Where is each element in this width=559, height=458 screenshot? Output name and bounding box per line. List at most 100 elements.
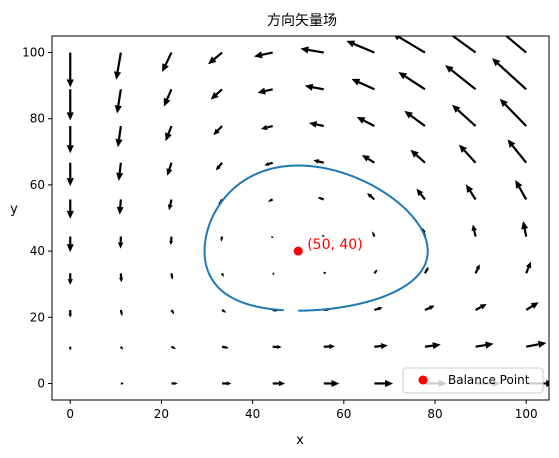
vector-arrow: [424, 266, 429, 274]
y-tick-label: 60: [30, 178, 45, 192]
vector-arrow: [220, 236, 224, 242]
vector-arrow: [351, 78, 375, 91]
vector-arrow: [260, 124, 273, 131]
vector-arrow: [309, 121, 324, 128]
trajectory-line: [203, 164, 429, 312]
vector-arrow: [398, 71, 426, 91]
vector-arrow: [317, 197, 325, 201]
vector-arrow: [272, 344, 282, 349]
vector-arrow: [114, 89, 122, 114]
vector-arrow: [163, 88, 173, 107]
vector-arrow: [119, 309, 123, 317]
vector-arrow: [69, 346, 72, 351]
vector-arrow: [68, 309, 72, 318]
y-axis-label: y: [10, 202, 18, 217]
y-axis-ticks: 0 20 40 60 80 100: [22, 46, 52, 390]
vector-arrow: [66, 199, 74, 219]
vector-arrow: [499, 98, 527, 127]
vector-arrow: [267, 198, 274, 202]
vector-arrow: [170, 273, 174, 280]
vector-arrow: [170, 309, 175, 315]
vector-arrow: [254, 51, 273, 59]
vector-arrow: [451, 36, 477, 54]
plot-area: (50, 40): [66, 36, 549, 388]
vector-arrow: [66, 52, 74, 88]
vector-arrow: [171, 382, 178, 385]
x-tick-label: 80: [427, 407, 442, 421]
vector-arrow: [356, 116, 375, 127]
vector-arrow: [367, 192, 376, 201]
vector-arrow: [374, 343, 388, 350]
legend-marker-balance-point: [418, 375, 428, 385]
vector-arrow: [445, 65, 477, 91]
balance-point-marker: [293, 246, 303, 256]
vector-arrow: [210, 88, 223, 100]
x-axis-label: x: [296, 433, 304, 448]
vector-arrow: [222, 381, 232, 386]
vector-arrow: [313, 159, 325, 164]
vector-arrow: [491, 58, 527, 91]
x-tick-label: 60: [336, 407, 351, 421]
vector-arrow: [374, 379, 394, 388]
vector-arrow: [374, 306, 383, 312]
y-tick-label: 80: [30, 112, 45, 126]
vector-arrow: [471, 224, 477, 237]
vector-arrow: [504, 36, 527, 54]
x-axis-ticks: 0 20 40 60 80 100: [66, 400, 538, 421]
vector-arrow: [120, 382, 124, 385]
vector-arrow: [346, 40, 375, 54]
vector-arrow: [162, 52, 173, 73]
y-tick-label: 20: [30, 310, 45, 324]
vector-arrow: [221, 309, 227, 313]
vector-arrow: [264, 161, 274, 166]
vector-arrow: [465, 184, 477, 201]
chart-title: 方向矢量场: [267, 13, 337, 29]
y-tick-label: 0: [37, 376, 45, 390]
vector-arrow: [67, 273, 73, 285]
vector-arrow: [323, 271, 327, 275]
vector-arrow: [271, 235, 274, 239]
vector-arrow: [119, 273, 124, 283]
x-tick-label: 40: [245, 407, 260, 421]
vector-arrow: [119, 346, 124, 350]
axes-frame: [51, 35, 550, 401]
vector-arrow: [475, 341, 494, 349]
x-tick-label: 20: [154, 407, 169, 421]
vector-arrow: [166, 162, 173, 176]
vector-arrow: [525, 261, 532, 274]
vector-arrow: [66, 126, 74, 154]
vector-arrow: [272, 380, 286, 387]
vector-arrow: [300, 46, 324, 54]
vector-arrow: [170, 345, 176, 349]
vector-arrow: [304, 83, 324, 91]
vector-arrow: [257, 87, 273, 95]
x-tick-label: 100: [515, 407, 538, 421]
vector-arrow: [394, 36, 426, 54]
vector-arrow: [323, 343, 336, 350]
legend-label-balance-point: Balance Point: [448, 373, 530, 387]
vector-arrow: [507, 139, 528, 164]
vector-arrow: [116, 162, 124, 181]
vector-arrow: [404, 110, 426, 127]
vector-arrow: [115, 125, 123, 148]
vector-arrow: [416, 188, 426, 201]
vector-arrow: [424, 305, 435, 311]
vector-arrow: [215, 162, 223, 171]
vector-arrow: [424, 342, 441, 350]
vector-arrow: [372, 231, 376, 237]
vector-arrow: [167, 199, 173, 211]
vector-arrow: [113, 52, 122, 80]
vector-arrow: [521, 220, 529, 237]
vector-arrow: [525, 340, 547, 348]
vector-arrow: [475, 303, 487, 311]
vector-arrow: [221, 345, 229, 349]
vector-arrow: [525, 302, 539, 311]
y-tick-label: 40: [30, 244, 45, 258]
legend: Balance Point: [402, 367, 544, 394]
vector-arrow: [474, 264, 480, 274]
vector-arrow: [221, 272, 224, 278]
vector-arrow: [458, 144, 477, 164]
vector-arrow: [410, 149, 426, 164]
vector-arrow: [515, 180, 528, 201]
